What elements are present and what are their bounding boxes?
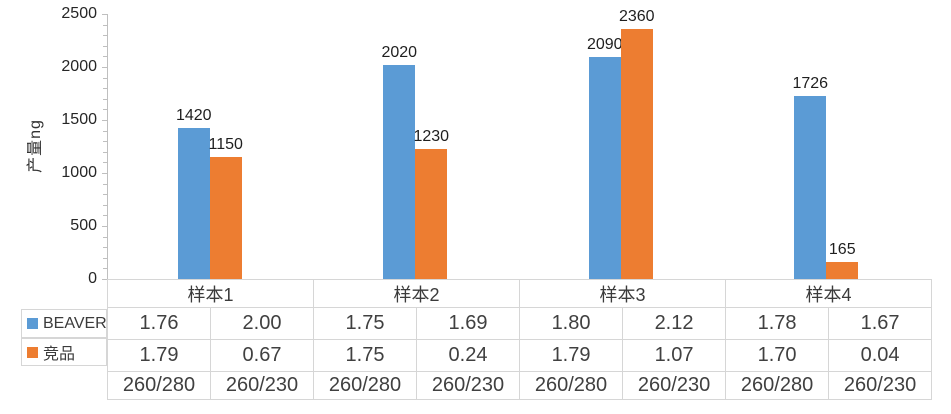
category-header-样本3: 样本3 — [519, 279, 727, 308]
table-row-BEAVER: 1.76 2.00 1.75 1.69 1.80 2.12 1.78 1.67 — [107, 307, 933, 340]
major-tick — [102, 279, 107, 280]
minor-tick — [103, 258, 107, 259]
minor-tick — [103, 205, 107, 206]
minor-tick — [103, 25, 107, 26]
ratio-cell-样本4-260/280: 260/280 — [725, 371, 830, 400]
bar-label-竞品-样本2: 1230 — [413, 128, 450, 145]
minor-tick — [103, 268, 107, 269]
minor-tick — [103, 184, 107, 185]
minor-tick — [103, 88, 107, 89]
value-cell-BEAVER-0: 1.76 — [107, 307, 211, 340]
major-tick — [102, 226, 107, 227]
category-header-样本2: 样本2 — [313, 279, 521, 308]
ratio-cell-样本4-260/230: 260/230 — [828, 371, 933, 400]
legend-item-BEAVER: BEAVER — [21, 309, 107, 338]
bar-label-竞品-样本3: 2360 — [618, 8, 655, 25]
minor-tick — [103, 194, 107, 195]
value-cell-BEAVER-2: 1.75 — [313, 307, 418, 340]
minor-tick — [103, 56, 107, 57]
value-cell-竞品-7: 0.04 — [828, 339, 933, 372]
minor-tick — [103, 215, 107, 216]
minor-tick — [103, 162, 107, 163]
y-axis-line — [107, 14, 108, 280]
minor-tick — [103, 237, 107, 238]
value-cell-竞品-2: 1.75 — [313, 339, 418, 372]
y-tick-label-2500: 2500 — [61, 5, 97, 22]
bar-label-BEAVER-样本3: 2090 — [586, 36, 623, 53]
bar-label-竞品-样本4: 165 — [828, 241, 856, 258]
bar-竞品-样本1 — [209, 157, 242, 279]
minor-tick — [103, 152, 107, 153]
value-cell-BEAVER-3: 1.69 — [416, 307, 521, 340]
table-header-row: 样本1 样本2 样本3 样本4 — [106, 279, 933, 308]
value-cell-竞品-4: 1.79 — [519, 339, 624, 372]
ratio-cell-样本3-260/280: 260/280 — [519, 371, 624, 400]
bar-竞品-样本2 — [415, 149, 448, 279]
minor-tick — [103, 78, 107, 79]
legend-key-icon-竞品 — [27, 346, 38, 358]
bar-label-竞品-样本1: 1150 — [208, 136, 243, 153]
minor-tick — [103, 109, 107, 110]
y-tick-label-2000: 2000 — [61, 58, 97, 75]
bar-BEAVER-样本1 — [177, 128, 210, 279]
y-tick-label-1000: 1000 — [61, 164, 97, 181]
minor-tick — [103, 247, 107, 248]
bar-竞品-样本4 — [826, 262, 859, 279]
category-header-样本4: 样本4 — [725, 279, 933, 308]
legend-key-icon-BEAVER — [27, 318, 38, 329]
y-tick-label-0: 0 — [88, 270, 97, 287]
bar-label-BEAVER-样本1: 1420 — [175, 107, 212, 124]
ratio-cell-样本1-260/230: 260/230 — [209, 371, 315, 400]
bar-竞品-样本3 — [620, 29, 653, 279]
category-header-样本1: 样本1 — [106, 279, 315, 308]
value-cell-BEAVER-6: 1.78 — [725, 307, 830, 340]
bar-BEAVER-样本2 — [383, 65, 416, 279]
chart-data-table: 样本1 样本2 样本3 样本4 1.76 2.00 1.75 1.69 1.80 2.12 1.78… — [106, 279, 933, 400]
major-tick — [102, 173, 107, 174]
ratio-cell-样本2-260/230: 260/230 — [416, 371, 521, 400]
value-cell-竞品-3: 0.24 — [416, 339, 521, 372]
minor-tick — [103, 141, 107, 142]
ratio-cell-样本1-260/280: 260/280 — [107, 371, 211, 400]
ratio-cell-样本2-260/280: 260/280 — [313, 371, 418, 400]
bar-label-BEAVER-样本4: 1726 — [792, 75, 829, 92]
minor-tick — [103, 131, 107, 132]
value-cell-BEAVER-7: 1.67 — [828, 307, 933, 340]
major-tick — [102, 120, 107, 121]
table-row-竞品: 1.79 0.67 1.75 0.24 1.79 1.07 1.70 0.04 — [107, 339, 933, 372]
table-subheader-row: 260/280 260/230 260/280 260/230 260/280 260/2… — [107, 371, 933, 400]
major-tick — [102, 14, 107, 15]
legend-item-竞品: 竞品 — [21, 338, 107, 366]
bar-label-BEAVER-样本2: 2020 — [381, 44, 418, 61]
value-cell-竞品-0: 1.79 — [107, 339, 211, 372]
value-cell-竞品-1: 0.67 — [209, 339, 315, 372]
minor-tick — [103, 35, 107, 36]
bar-BEAVER-样本4 — [794, 96, 827, 279]
legend-label-竞品: 竞品 — [43, 346, 76, 363]
value-cell-BEAVER-4: 1.80 — [519, 307, 624, 340]
value-cell-BEAVER-5: 2.12 — [622, 307, 727, 340]
major-tick — [102, 67, 107, 68]
value-cell-竞品-6: 1.70 — [725, 339, 830, 372]
minor-tick — [103, 46, 107, 47]
bar-BEAVER-样本3 — [588, 57, 621, 279]
value-cell-竞品-5: 1.07 — [622, 339, 727, 372]
value-cell-BEAVER-1: 2.00 — [209, 307, 315, 340]
y-tick-label-1500: 1500 — [61, 111, 97, 128]
legend-label-BEAVER: BEAVER — [43, 314, 107, 332]
y-tick-label-500: 500 — [70, 217, 97, 234]
minor-tick — [103, 99, 107, 100]
ratio-cell-样本3-260/230: 260/230 — [622, 371, 727, 400]
